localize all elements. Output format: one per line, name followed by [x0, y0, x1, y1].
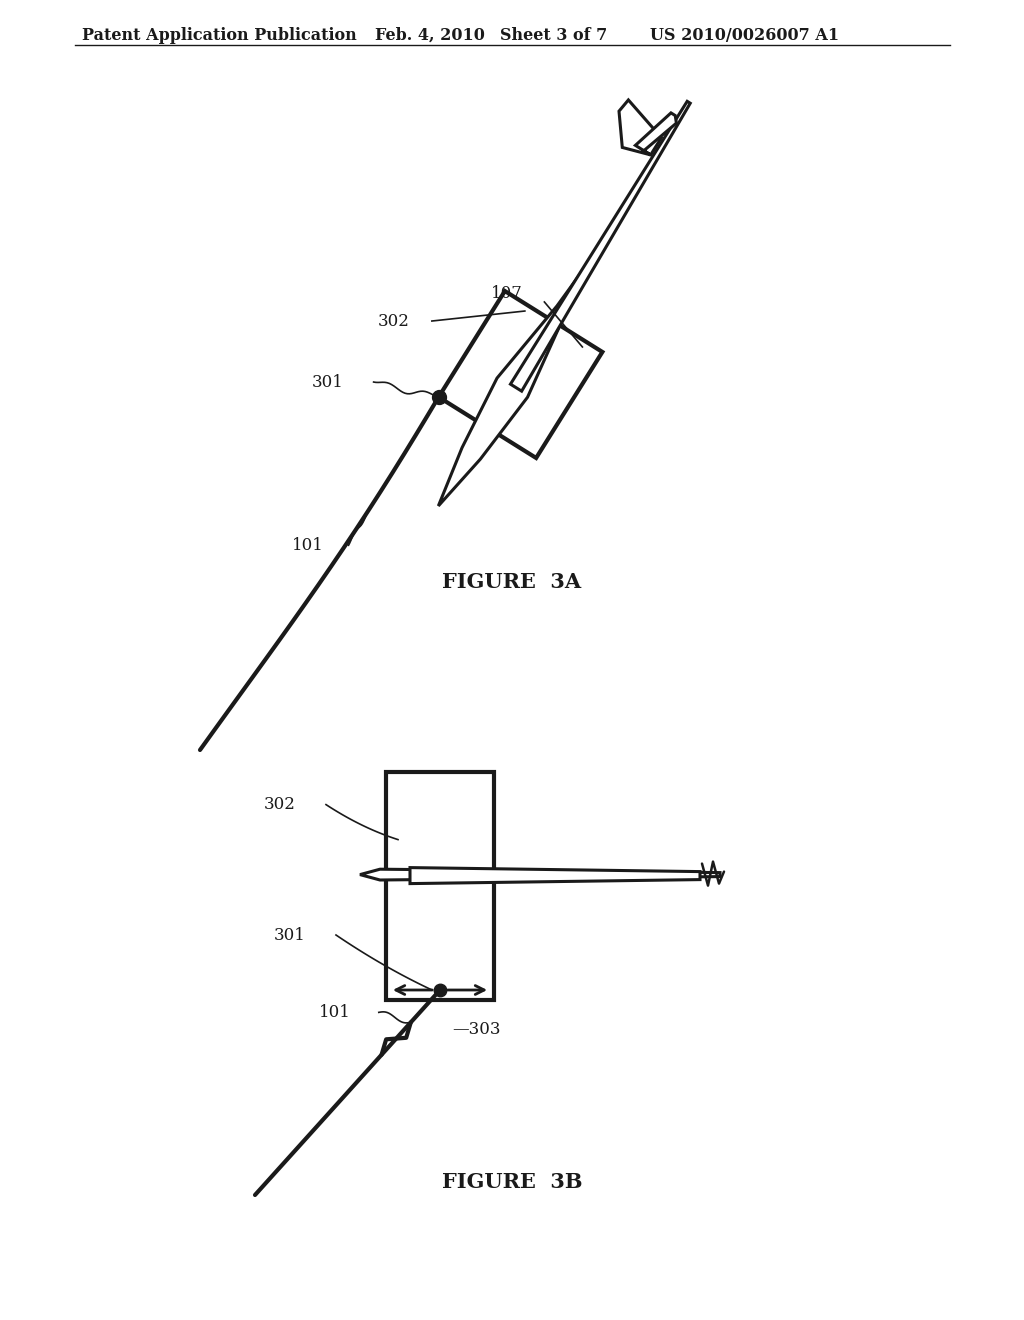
- Polygon shape: [438, 243, 603, 506]
- Text: Feb. 4, 2010: Feb. 4, 2010: [375, 26, 485, 44]
- Text: US 2010/0026007 A1: US 2010/0026007 A1: [650, 26, 839, 44]
- Text: 101: 101: [292, 537, 324, 554]
- Text: Patent Application Publication: Patent Application Publication: [82, 26, 356, 44]
- Text: 302: 302: [378, 313, 410, 330]
- Text: FIGURE  3B: FIGURE 3B: [441, 1172, 583, 1192]
- Bar: [386, 772, 494, 1001]
- Text: —303: —303: [452, 1022, 501, 1039]
- Text: 301: 301: [274, 927, 306, 944]
- Polygon shape: [510, 102, 690, 391]
- Text: FIGURE  3A: FIGURE 3A: [442, 572, 582, 591]
- Polygon shape: [635, 114, 677, 154]
- Text: Sheet 3 of 7: Sheet 3 of 7: [500, 26, 607, 44]
- Text: 101: 101: [318, 1005, 351, 1020]
- Text: 301: 301: [311, 374, 344, 391]
- Text: 302: 302: [264, 796, 296, 813]
- Polygon shape: [360, 869, 720, 880]
- Text: 107: 107: [490, 285, 522, 302]
- Polygon shape: [618, 100, 662, 154]
- Polygon shape: [410, 867, 700, 883]
